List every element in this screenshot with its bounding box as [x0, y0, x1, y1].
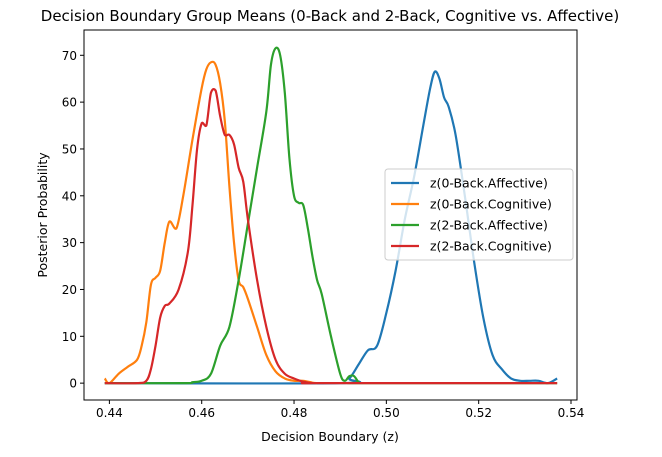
legend-label: z(0-Back.Cognitive)	[430, 197, 552, 212]
y-axis-label: Posterior Probability	[35, 152, 50, 278]
series-line-2	[103, 60, 318, 385]
x-tick-label: 0.52	[465, 406, 492, 420]
y-tick-label: 70	[62, 49, 77, 63]
series-layer	[103, 46, 558, 385]
y-tick-label: 30	[62, 236, 77, 250]
series-line-1	[104, 70, 558, 385]
x-tick-label: 0.54	[558, 406, 585, 420]
y-tick-label: 0	[69, 377, 77, 391]
x-tick-label: 0.44	[96, 406, 123, 420]
y-tick-label: 50	[62, 142, 77, 156]
x-tick-label: 0.48	[281, 406, 308, 420]
x-axis: 0.44 0.46 0.48 0.50 0.52 0.54	[96, 400, 584, 420]
chart-title: Decision Boundary Group Means (0-Back an…	[41, 7, 619, 25]
series-line-4	[104, 88, 558, 385]
x-tick-label: 0.50	[373, 406, 400, 420]
x-tick-label: 0.46	[188, 406, 215, 420]
plot-frame	[83, 29, 578, 401]
y-axis: 0 10 20 30 40 50 60 70	[62, 49, 84, 391]
legend-label: z(0-Back.Affective)	[430, 176, 548, 191]
legend-label: z(2-Back.Affective)	[430, 218, 548, 233]
series-line-3	[104, 46, 558, 385]
y-tick-label: 20	[62, 283, 77, 297]
legend-label: z(2-Back.Cognitive)	[430, 239, 552, 254]
y-tick-label: 10	[62, 330, 77, 344]
x-axis-label: Decision Boundary (z)	[261, 429, 399, 444]
y-tick-label: 40	[62, 189, 77, 203]
y-tick-label: 60	[62, 96, 77, 110]
legend-frame	[384, 168, 574, 261]
legend: z(0-Back.Affective) z(0-Back.Cognitive) z(…	[384, 168, 574, 261]
